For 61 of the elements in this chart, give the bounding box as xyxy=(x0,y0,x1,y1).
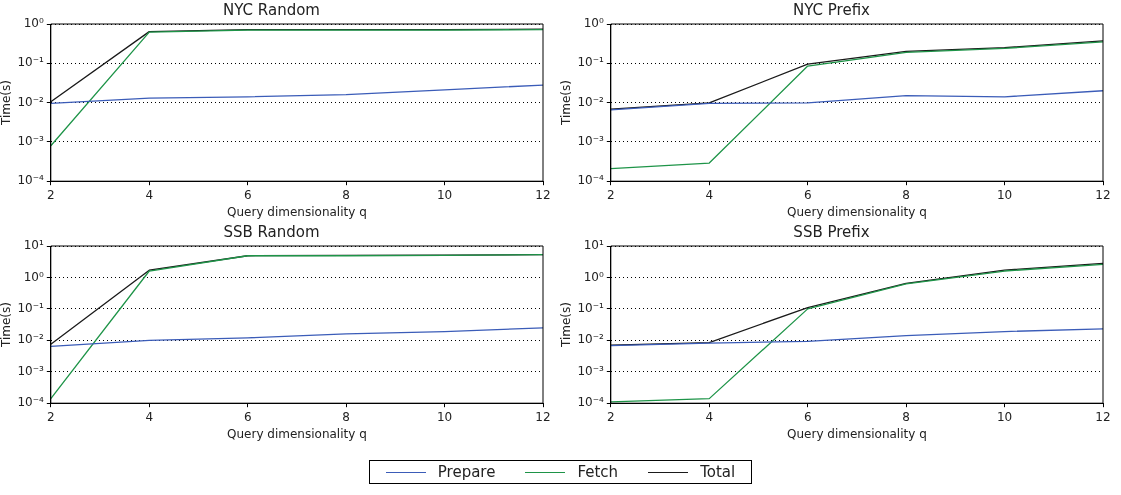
y-tick-label: 10⁰ xyxy=(23,269,44,284)
y-tick-label: 10⁻⁴ xyxy=(17,395,44,410)
x-tick-label: 4 xyxy=(705,187,714,202)
y-axis-title: Time(s) xyxy=(559,302,574,349)
x-tick-label: 2 xyxy=(606,409,615,424)
x-tick-label: 10 xyxy=(436,187,453,202)
x-tick-label: 12 xyxy=(1095,409,1111,424)
x-tick-label: 8 xyxy=(902,409,910,424)
x-tick-label: 12 xyxy=(535,409,551,424)
x-axis-title: Query dimensionality q xyxy=(227,426,367,441)
x-axis-title: Query dimensionality q xyxy=(787,426,927,441)
y-tick-label: 10⁻² xyxy=(17,94,44,109)
y-axis-title: Time(s) xyxy=(0,302,14,349)
y-axis-title: Time(s) xyxy=(559,80,574,127)
y-tick-label: 10⁻⁴ xyxy=(17,173,44,188)
y-tick-label: 10⁻¹ xyxy=(577,301,604,316)
x-tick-label: 2 xyxy=(46,187,55,202)
y-tick-label: 10⁻³ xyxy=(17,134,44,149)
legend-label: Fetch xyxy=(577,463,619,481)
x-tick-label: 4 xyxy=(705,409,714,424)
x-tick-label: 8 xyxy=(342,187,350,202)
y-tick-label: 10⁰ xyxy=(583,269,604,284)
chart-title: NYC Prefix xyxy=(793,0,871,19)
x-tick-label: 6 xyxy=(803,409,812,424)
x-axis-title: Query dimensionality q xyxy=(227,204,367,219)
y-tick-label: 10⁻³ xyxy=(17,363,44,378)
y-tick-label: 10⁻¹ xyxy=(17,301,44,316)
legend-label: Total xyxy=(700,463,736,481)
x-tick-label: 12 xyxy=(535,187,551,202)
y-tick-label: 10⁻¹ xyxy=(17,55,44,70)
chart-title: SSB Random xyxy=(223,222,320,241)
y-tick-label: 10⁻² xyxy=(577,332,604,347)
x-tick-label: 2 xyxy=(606,187,615,202)
legend-label: Prepare xyxy=(437,463,496,481)
x-tick-label: 10 xyxy=(436,409,453,424)
x-axis-title: Query dimensionality q xyxy=(787,204,927,219)
chart-title: SSB Prefix xyxy=(793,222,870,241)
x-tick-label: 6 xyxy=(803,187,812,202)
chart-title: NYC Random xyxy=(223,0,320,19)
x-tick-label: 10 xyxy=(996,409,1013,424)
y-tick-label: 10⁻² xyxy=(577,94,604,109)
y-axis-title: Time(s) xyxy=(0,80,14,127)
x-tick-label: 4 xyxy=(145,409,154,424)
x-tick-label: 10 xyxy=(996,187,1013,202)
y-tick-label: 10⁻⁴ xyxy=(577,173,604,188)
y-tick-label: 10¹ xyxy=(583,238,604,253)
y-tick-label: 10⁰ xyxy=(23,16,44,31)
x-tick-label: 12 xyxy=(1095,187,1111,202)
y-tick-label: 10⁻³ xyxy=(577,134,604,149)
y-tick-label: 10⁻³ xyxy=(577,363,604,378)
x-tick-label: 6 xyxy=(243,409,252,424)
x-tick-label: 4 xyxy=(145,187,154,202)
y-tick-label: 10⁻¹ xyxy=(577,55,604,70)
y-tick-label: 10⁻² xyxy=(17,332,44,347)
x-tick-label: 8 xyxy=(902,187,910,202)
x-tick-label: 6 xyxy=(243,187,252,202)
x-tick-label: 2 xyxy=(46,409,55,424)
x-tick-label: 8 xyxy=(342,409,350,424)
y-tick-label: 10⁻⁴ xyxy=(577,395,604,410)
y-tick-label: 10¹ xyxy=(23,238,44,253)
y-tick-label: 10⁰ xyxy=(583,16,604,31)
